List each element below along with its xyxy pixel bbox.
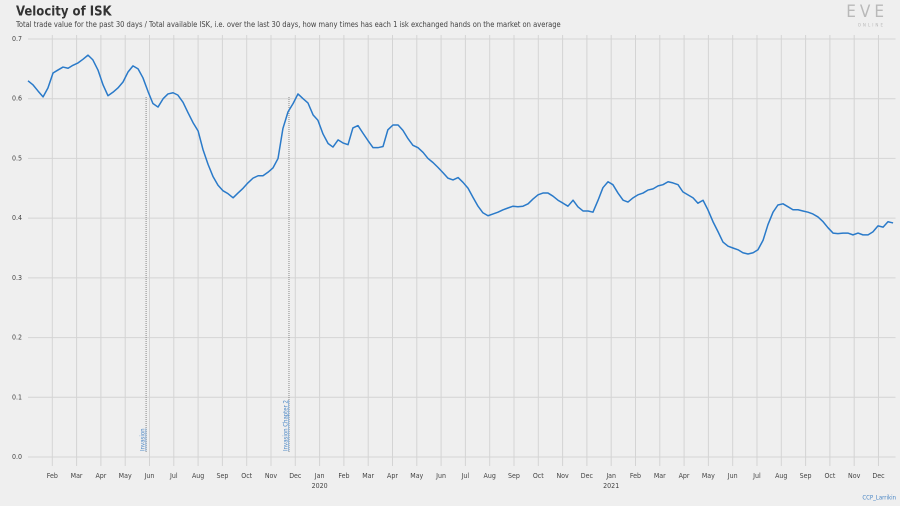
logo: EVE: [846, 2, 888, 22]
x-tick-label: Apr: [95, 472, 106, 480]
x-tick-label: Sep: [800, 472, 812, 480]
year-label: 2020: [312, 482, 328, 490]
x-tick-label: May: [702, 472, 715, 480]
x-tick-label: Jan: [605, 472, 616, 480]
x-tick-label: Aug: [484, 472, 496, 480]
x-tick-label: Mar: [654, 472, 666, 480]
y-tick-label: 0.2: [12, 334, 22, 342]
x-tick-label: Jan: [314, 472, 325, 480]
y-tick-label: 0.5: [12, 154, 22, 162]
x-tick-label: Dec: [289, 472, 302, 480]
y-tick-label: 0.4: [12, 214, 22, 222]
credit: CCP_Larrikin: [862, 495, 896, 502]
x-tick-label: May: [119, 472, 132, 480]
x-tick-label: Aug: [192, 472, 204, 480]
x-tick-label: Jun: [435, 472, 446, 480]
annotation-label: Invasion: [140, 428, 147, 451]
x-tick-label: Apr: [679, 472, 690, 480]
logo-sub: ONLINE: [858, 23, 885, 29]
y-tick-label: 0.7: [12, 35, 22, 43]
annotation-label: Invasion Chapter 2: [282, 400, 289, 451]
x-tick-label: Sep: [216, 472, 228, 480]
x-tick-label: Nov: [848, 472, 861, 480]
x-tick-label: Aug: [775, 472, 787, 480]
x-tick-label: Dec: [872, 472, 885, 480]
x-tick-label: May: [410, 472, 423, 480]
data-line: [27, 54, 894, 255]
x-tick-label: Jun: [727, 472, 738, 480]
chart-title: Velocity of ISK: [16, 5, 112, 20]
x-tick-label: Jul: [461, 472, 470, 480]
x-tick-label: Nov: [556, 472, 569, 480]
x-tick-label: Sep: [508, 472, 520, 480]
x-tick-label: Feb: [338, 472, 349, 480]
y-tick-label: 0.1: [12, 393, 22, 401]
x-tick-label: Jul: [752, 472, 761, 480]
x-tick-label: Nov: [265, 472, 278, 480]
x-tick-label: Feb: [47, 472, 58, 480]
y-tick-label: 0.3: [12, 274, 22, 282]
chart-subtitle: Total trade value for the past 30 days /…: [15, 20, 561, 29]
x-tick-label: Mar: [362, 472, 374, 480]
x-tick-label: Mar: [71, 472, 83, 480]
y-tick-label: 0.6: [12, 95, 22, 103]
x-tick-label: Jun: [144, 472, 155, 480]
y-tick-label: 0.0: [12, 453, 22, 461]
x-tick-label: Oct: [824, 472, 835, 480]
year-label: 2021: [603, 482, 619, 490]
x-tick-label: Apr: [387, 472, 398, 480]
x-tick-label: Dec: [581, 472, 594, 480]
x-tick-label: Jul: [169, 472, 178, 480]
x-tick-label: Oct: [241, 472, 252, 480]
x-tick-label: Feb: [630, 472, 641, 480]
x-tick-label: Oct: [533, 472, 544, 480]
